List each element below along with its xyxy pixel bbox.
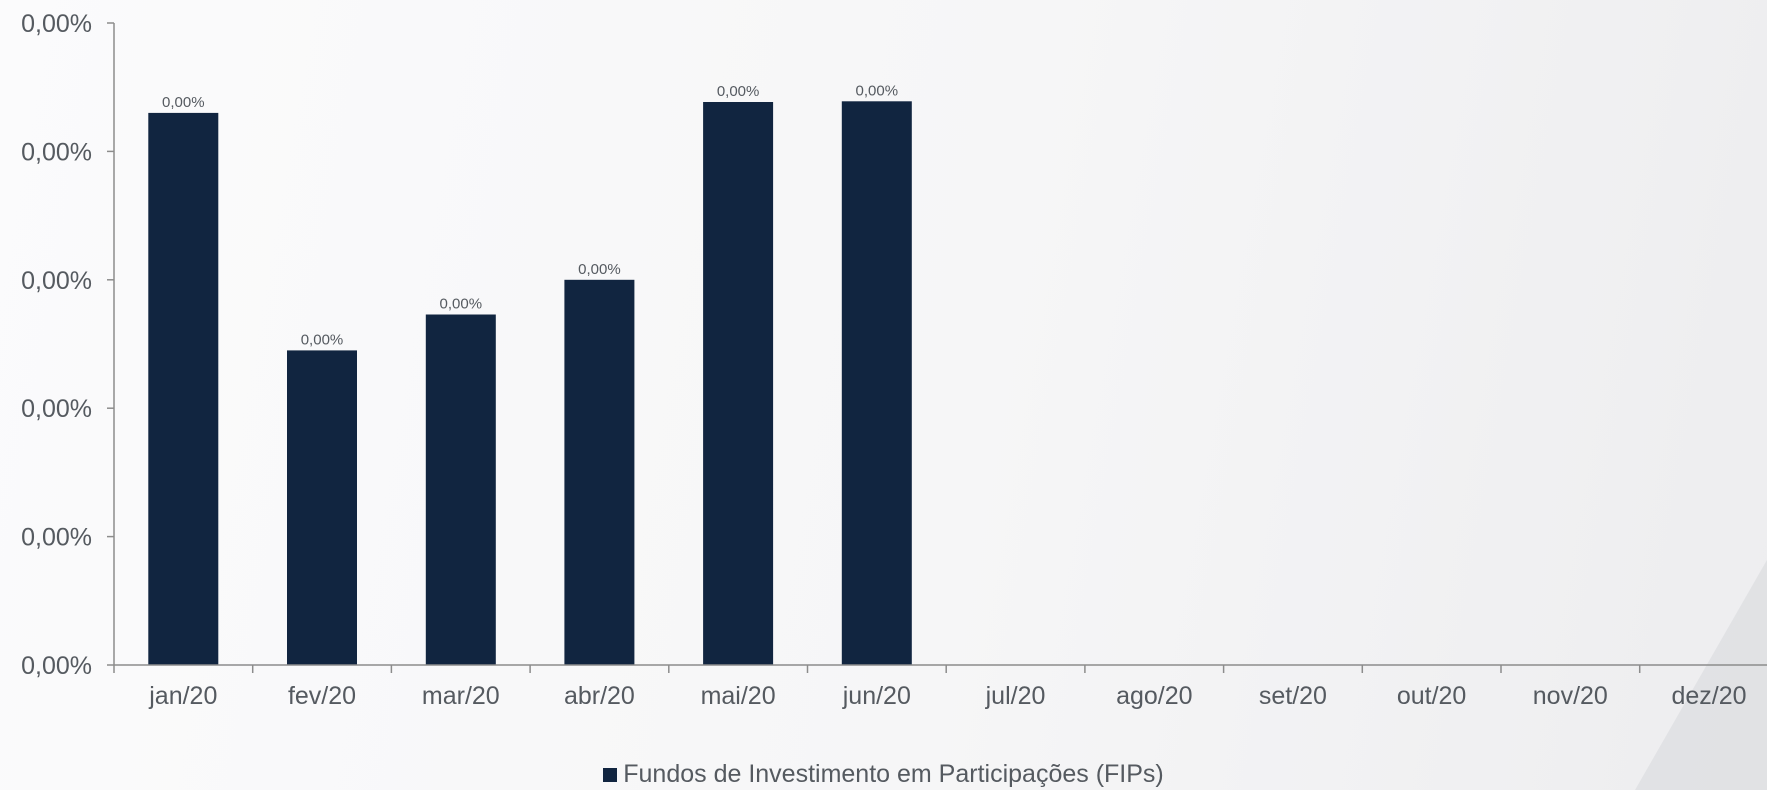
bar	[148, 112, 219, 665]
legend-label: Fundos de Investimento em Participações …	[623, 760, 1164, 788]
data-label: 0,00%	[440, 296, 483, 313]
x-tick-label: jan/20	[148, 682, 217, 710]
x-tick-label: jul/20	[985, 682, 1046, 710]
data-labels-group: 0,00% 0,00% 0,00% 0,00% 0,00% 0,00%	[162, 82, 898, 348]
bar	[564, 279, 635, 665]
data-label: 0,00%	[856, 82, 899, 99]
y-tick-label: 0,00%	[21, 395, 92, 423]
bar	[703, 102, 774, 665]
y-tick-label: 0,00%	[21, 524, 92, 552]
background-accent-shape	[1635, 560, 1767, 790]
data-label: 0,00%	[162, 94, 205, 111]
legend: Fundos de Investimento em Participações …	[0, 760, 1767, 789]
x-tick-label: set/20	[1259, 682, 1327, 710]
y-tick-label: 0,00%	[21, 10, 92, 38]
bars-group	[148, 101, 912, 666]
axes-group: 0,00% 0,00% 0,00% 0,00% 0,00% 0,00% jan/20 fev/…	[21, 10, 1767, 710]
data-label: 0,00%	[717, 83, 760, 100]
x-tick-label: dez/20	[1671, 682, 1746, 710]
bar	[425, 314, 496, 665]
x-tick-label: fev/20	[288, 682, 356, 710]
x-tick-label: out/20	[1397, 682, 1467, 710]
bar	[287, 350, 357, 665]
y-tick-label: 0,00%	[21, 138, 92, 166]
x-tick-label: jun/20	[842, 682, 911, 710]
bar	[841, 101, 912, 666]
x-tick-label: nov/20	[1533, 682, 1608, 710]
y-tick-label: 0,00%	[21, 267, 92, 295]
x-tick-label: abr/20	[564, 682, 635, 710]
x-tick-label: mar/20	[422, 682, 500, 710]
y-tick-label: 0,00%	[21, 652, 92, 680]
x-tick-label: mai/20	[701, 682, 776, 710]
data-label: 0,00%	[301, 331, 344, 348]
data-label: 0,00%	[578, 261, 621, 278]
x-tick-label: ago/20	[1116, 682, 1192, 710]
legend-swatch	[603, 767, 618, 782]
